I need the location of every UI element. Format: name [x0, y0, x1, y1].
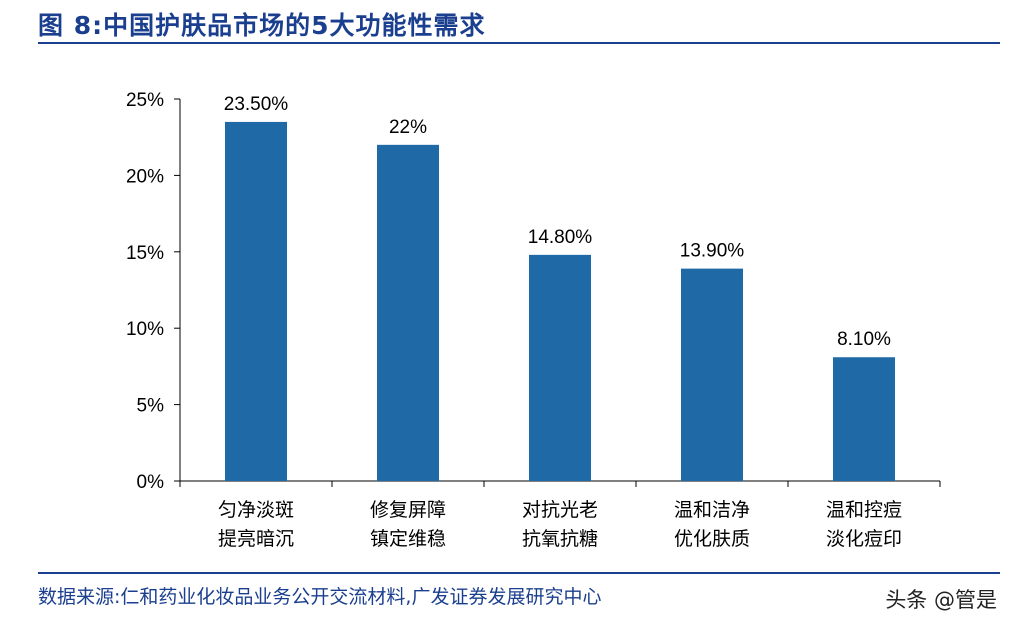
figure-title: 图 8:中国护肤品市场的5大功能性需求: [38, 11, 486, 40]
bar: [225, 121, 287, 482]
data-label: 14.80%: [528, 227, 593, 248]
top-rule: [38, 42, 1000, 44]
y-tick-label: 5%: [137, 396, 165, 417]
x-category-label: 淡化痘印: [826, 528, 902, 550]
data-source-note: 数据来源:仁和药业化妆品业务公开交流材料,广发证券发展研究中心: [38, 586, 602, 608]
y-tick-label: 20%: [126, 166, 164, 187]
data-label: 13.90%: [680, 241, 745, 262]
bottom-rule: [38, 572, 1000, 574]
x-category-label: 提亮暗沉: [218, 528, 294, 550]
bar: [681, 268, 743, 481]
x-category-label: 优化肤质: [674, 528, 750, 550]
data-label: 8.10%: [837, 329, 891, 350]
x-category-label: 对抗光老: [522, 499, 598, 521]
bar: [833, 357, 895, 481]
x-category-label: 温和洁净: [674, 499, 750, 521]
watermark: 头条 @管是: [885, 588, 997, 612]
y-tick-label: 25%: [126, 90, 164, 111]
data-label: 23.50%: [224, 94, 289, 115]
x-category-label: 抗氧抗糖: [522, 528, 598, 550]
x-category-label: 温和控痘: [826, 499, 902, 521]
x-category-label: 匀净淡斑: [218, 499, 294, 521]
x-category-label: 修复屏障: [370, 499, 446, 521]
y-tick-label: 10%: [126, 319, 164, 340]
y-tick-label: 15%: [126, 243, 164, 264]
bar: [529, 254, 591, 481]
bar: [377, 144, 439, 481]
x-category-label: 镇定维稳: [370, 528, 446, 550]
y-tick-label: 0%: [137, 472, 165, 493]
data-label: 22%: [389, 117, 427, 138]
